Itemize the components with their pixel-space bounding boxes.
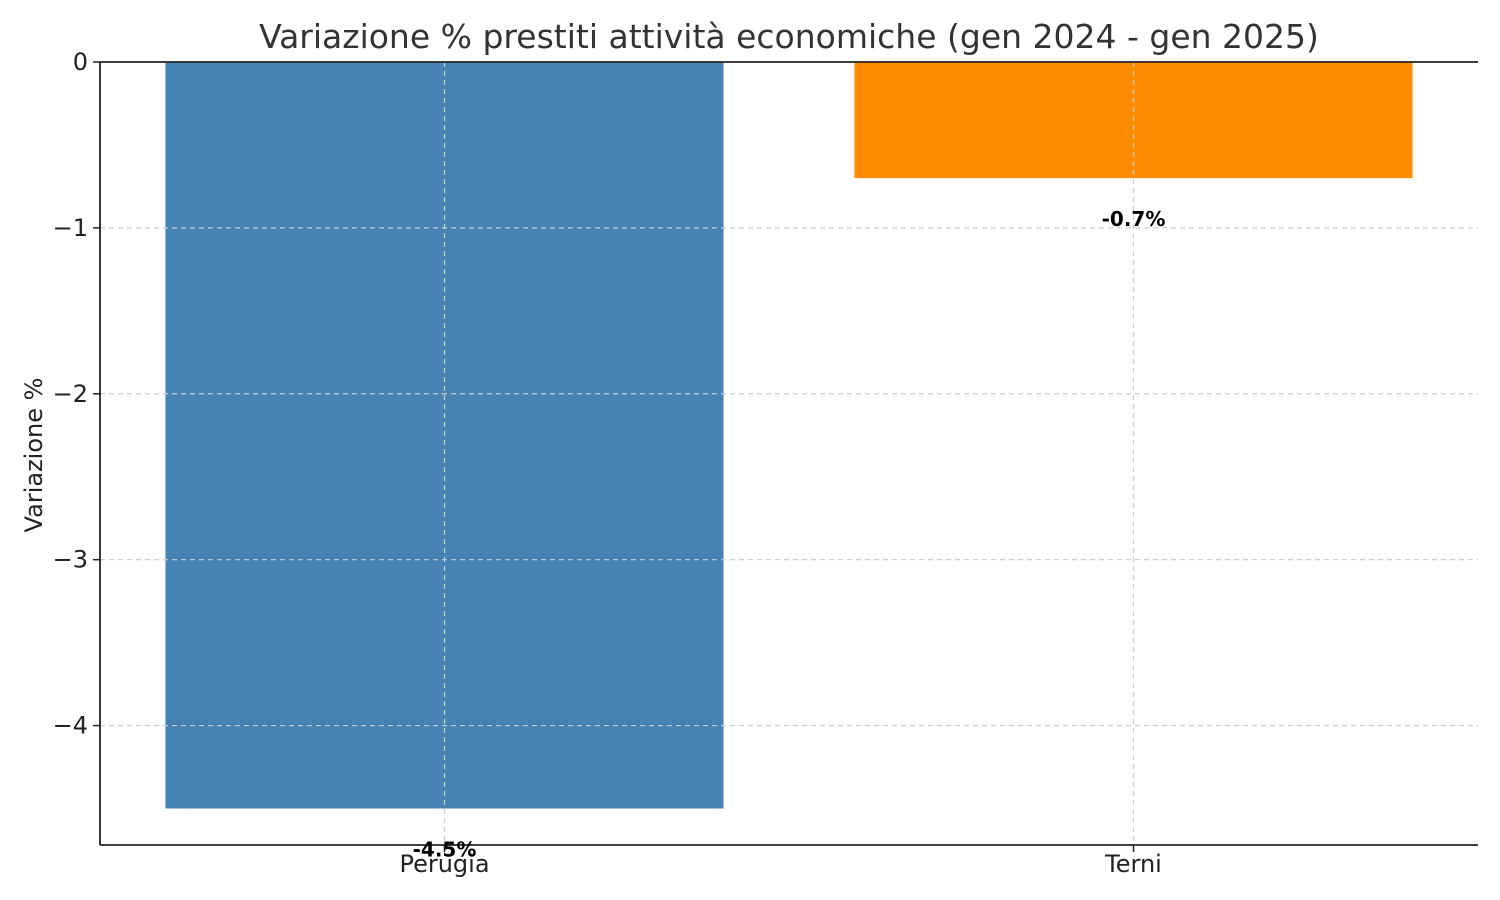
y-tick-label: −1 [53,214,88,242]
y-axis-label: Variazione % [20,378,48,533]
y-tick-label: −3 [53,546,88,574]
labels-layer: 0 −1 −2 −3 −4 Perugia-4.5% Terni -0.7% [53,48,1166,878]
x-tick-label: Terni [1104,850,1162,878]
axes-layer [93,61,1478,852]
chart-title: Variazione % prestiti attività economich… [259,17,1319,56]
data-label: -4.5% [413,838,477,862]
y-tick-label: 0 [73,48,88,76]
data-label: -0.7% [1102,207,1166,231]
bars-layer [165,62,1413,809]
y-tick-label: −2 [53,380,88,408]
y-tick-label: −4 [53,712,88,740]
x-tick-label: Perugia [399,850,489,878]
grid-layer [100,62,1478,845]
